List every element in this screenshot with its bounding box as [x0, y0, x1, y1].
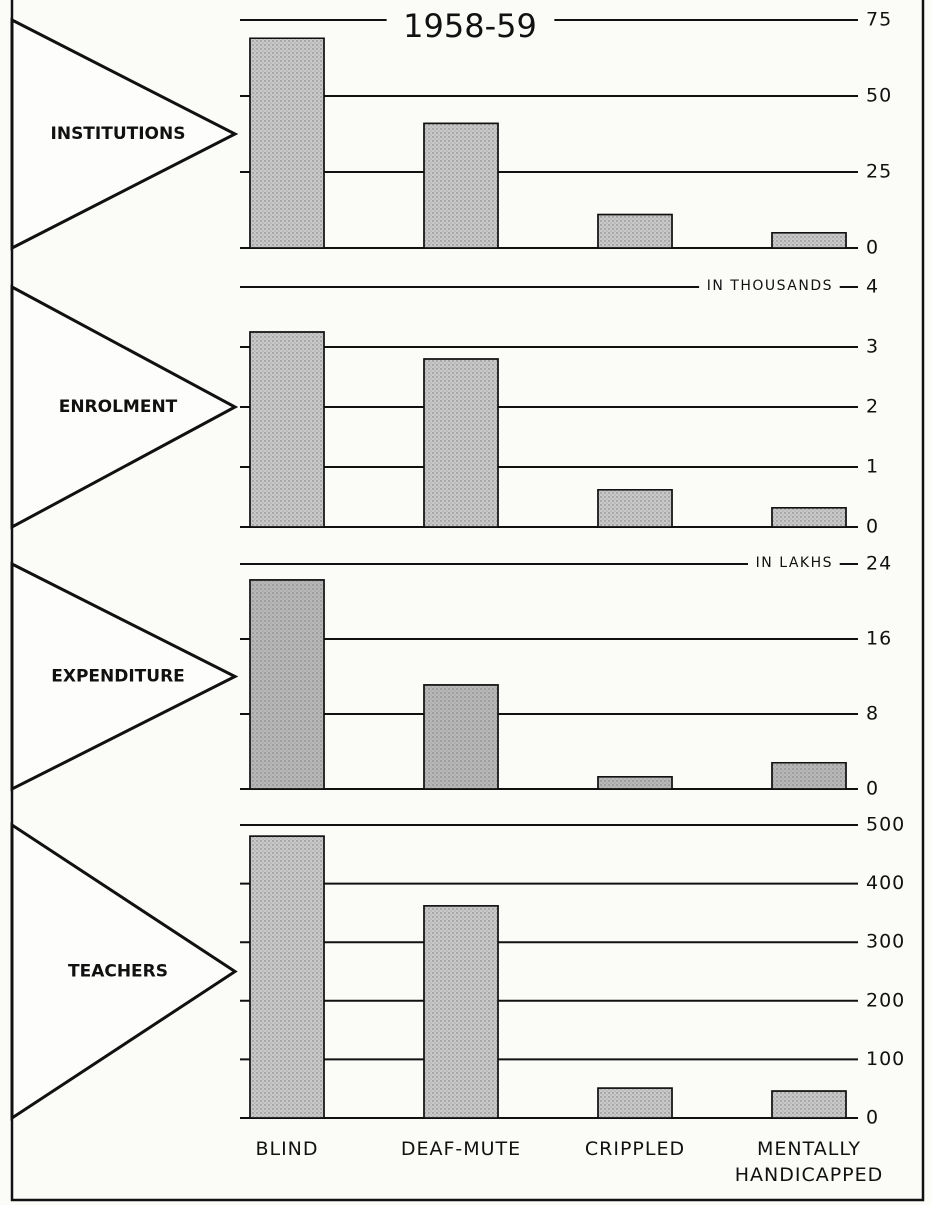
y-tick-label: 100 — [866, 1048, 905, 1070]
y-tick-label: 8 — [866, 703, 879, 725]
y-tick-label: 300 — [866, 931, 905, 953]
bar-texture — [597, 776, 673, 790]
pennant — [10, 17, 239, 251]
y-tick-label: 16 — [866, 628, 892, 650]
x-tick-label: CRIPPLED — [584, 1138, 686, 1160]
y-unit-label: IN LAKHS — [756, 555, 833, 571]
pennant — [10, 561, 239, 792]
panel-label: ENROLMENT — [59, 397, 178, 417]
bar-texture — [597, 489, 673, 528]
y-tick-label: 0 — [866, 237, 879, 259]
y-tick-label: 0 — [866, 516, 879, 538]
y-tick-label: 3 — [866, 336, 879, 358]
bar-texture — [771, 762, 847, 790]
y-tick-label: 0 — [866, 1107, 879, 1129]
pennant — [10, 822, 238, 1121]
x-tick-label: BLIND — [255, 1138, 319, 1160]
y-tick-label: 4 — [866, 276, 879, 298]
panel-label: TEACHERS — [68, 962, 168, 982]
bar-texture — [249, 579, 325, 790]
y-unit-label: IN THOUSANDS — [707, 278, 833, 294]
bar-texture — [249, 331, 325, 528]
y-tick-label: 25 — [866, 161, 892, 183]
pennant — [10, 284, 239, 530]
bar-texture — [423, 122, 499, 249]
y-tick-label: 200 — [866, 989, 905, 1011]
y-tick-label: 400 — [866, 872, 905, 894]
y-tick-label: 0 — [866, 778, 879, 800]
y-tick-label: 2 — [866, 396, 879, 418]
bar-texture — [771, 507, 847, 528]
panel-label: EXPENDITURE — [51, 667, 185, 687]
bar-texture — [423, 358, 499, 528]
bar-texture — [423, 905, 499, 1119]
bar-texture — [597, 213, 673, 249]
bar-texture — [249, 37, 325, 249]
panel-label: INSTITUTIONS — [51, 124, 186, 144]
y-tick-label: 75 — [866, 9, 892, 31]
x-tick-label: MENTALLY HANDICAPPED — [734, 1138, 884, 1186]
bar-texture — [423, 684, 499, 790]
bar-texture — [771, 232, 847, 249]
bar-texture — [771, 1090, 847, 1119]
bar-texture — [597, 1087, 673, 1119]
chart-title: 1958-59 — [403, 7, 537, 45]
x-tick-label: DEAF-MUTE — [400, 1138, 522, 1160]
y-tick-label: 24 — [866, 553, 892, 575]
y-tick-label: 50 — [866, 85, 892, 107]
y-tick-label: 1 — [866, 456, 879, 478]
y-tick-label: 500 — [866, 814, 905, 836]
bar-texture — [249, 835, 325, 1119]
